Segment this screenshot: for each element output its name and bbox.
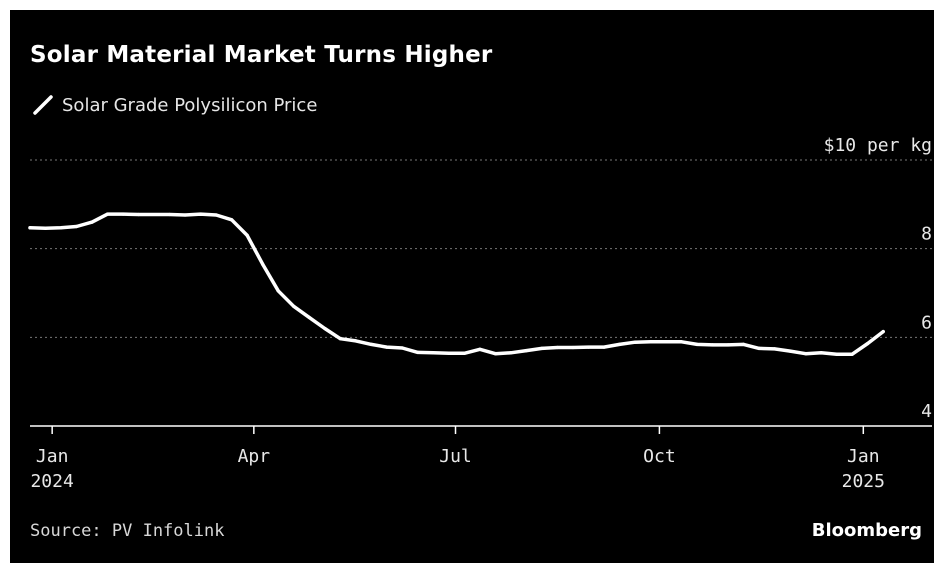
x-tick-year-2025-01-01: 2025 [842, 471, 885, 492]
data-point-47 [773, 347, 777, 351]
x-tick-label-2024-04-01: Apr [238, 446, 271, 467]
x-axis-labels: Jan 2024 Apr Jul Oct Jan 2025 [30, 446, 884, 492]
data-point-2 [59, 226, 63, 230]
data-point-37 [617, 342, 622, 346]
data-point-14 [261, 262, 265, 266]
data-point-52 [850, 352, 854, 356]
data-point-12 [230, 218, 234, 222]
data-point-3 [74, 224, 79, 229]
data-point-41 [680, 340, 684, 344]
data-point-42 [695, 342, 699, 346]
data-point-39 [648, 340, 653, 344]
data-point-16 [292, 304, 296, 308]
data-point-27 [462, 351, 466, 355]
data-point-34 [571, 345, 575, 350]
data-point-1 [43, 226, 48, 230]
y-tick-label-8: 8 [921, 224, 932, 245]
x-axis [30, 425, 932, 434]
data-point-32 [540, 346, 544, 350]
x-tick-label-2024-07-01: Jul [439, 446, 472, 467]
data-point-13 [245, 233, 249, 237]
data-point-31 [524, 349, 529, 353]
legend-label: Solar Grade Polysilicon Price [62, 94, 318, 116]
source-note: Source: PV Infolink [30, 521, 225, 541]
y-tick-label-6: 6 [921, 312, 932, 333]
data-point-46 [757, 346, 761, 350]
gridlines [30, 159, 932, 338]
line-chart: $10 per kg 8 6 4 Jan 2024 Apr Jul Oct Jan 2025 [28, 135, 932, 492]
series-line-polysilicon-price [28, 212, 885, 356]
chart-card: $10 per kg 8 6 4 Jan 2024 Apr Jul Oct Jan 2025 So… [10, 10, 934, 563]
data-point-28 [478, 347, 482, 351]
data-point-45 [742, 342, 746, 346]
data-point-9 [183, 213, 187, 217]
data-point-17 [307, 315, 311, 319]
data-point-23 [400, 346, 404, 350]
chart-title: Solar Material Market Turns Higher [30, 42, 493, 68]
data-point-20 [354, 339, 358, 343]
data-point-51 [835, 352, 839, 356]
data-point-40 [664, 340, 668, 344]
data-point-18 [323, 326, 327, 331]
data-point-44 [726, 343, 730, 347]
legend-line-swatch-icon [33, 95, 53, 115]
data-point-24 [416, 350, 420, 354]
data-point-25 [431, 351, 435, 355]
legend: Solar Grade Polysilicon Price [32, 92, 317, 118]
series-layer [28, 212, 885, 356]
x-tick-label-2024-01-01: Jan [36, 446, 69, 467]
data-point-5 [106, 212, 110, 216]
data-point-22 [385, 345, 389, 349]
data-point-11 [214, 213, 218, 217]
y-tick-label-4: 4 [921, 401, 932, 422]
data-point-50 [819, 351, 823, 355]
x-tick-year-2024-01-01: 2024 [30, 471, 73, 492]
data-point-33 [555, 345, 560, 350]
data-point-38 [633, 340, 637, 344]
data-point-4 [90, 220, 94, 224]
data-point-35 [586, 345, 591, 349]
data-point-0 [28, 226, 32, 230]
data-point-26 [447, 351, 451, 355]
y-axis-labels: $10 per kg 8 6 4 [824, 135, 932, 422]
data-point-6 [121, 212, 125, 216]
data-point-36 [602, 345, 606, 349]
data-point-53 [866, 341, 870, 346]
x-tick-label-2024-10-01: Oct [643, 446, 676, 467]
data-point-49 [804, 352, 808, 356]
data-point-43 [711, 343, 715, 347]
y-tick-label-10: $10 per kg [824, 135, 932, 156]
brand-logo: Bloomberg [811, 520, 922, 541]
data-point-54 [881, 330, 885, 334]
data-point-7 [137, 212, 141, 217]
data-point-8 [168, 212, 172, 217]
data-point-15 [276, 289, 280, 293]
data-point-19 [338, 337, 342, 341]
x-tick-label-2025-01-01: Jan [847, 446, 880, 467]
data-point-48 [788, 349, 792, 353]
data-point-29 [493, 352, 497, 356]
data-point-10 [199, 212, 203, 216]
data-point-21 [369, 342, 373, 346]
data-point-30 [509, 351, 513, 355]
